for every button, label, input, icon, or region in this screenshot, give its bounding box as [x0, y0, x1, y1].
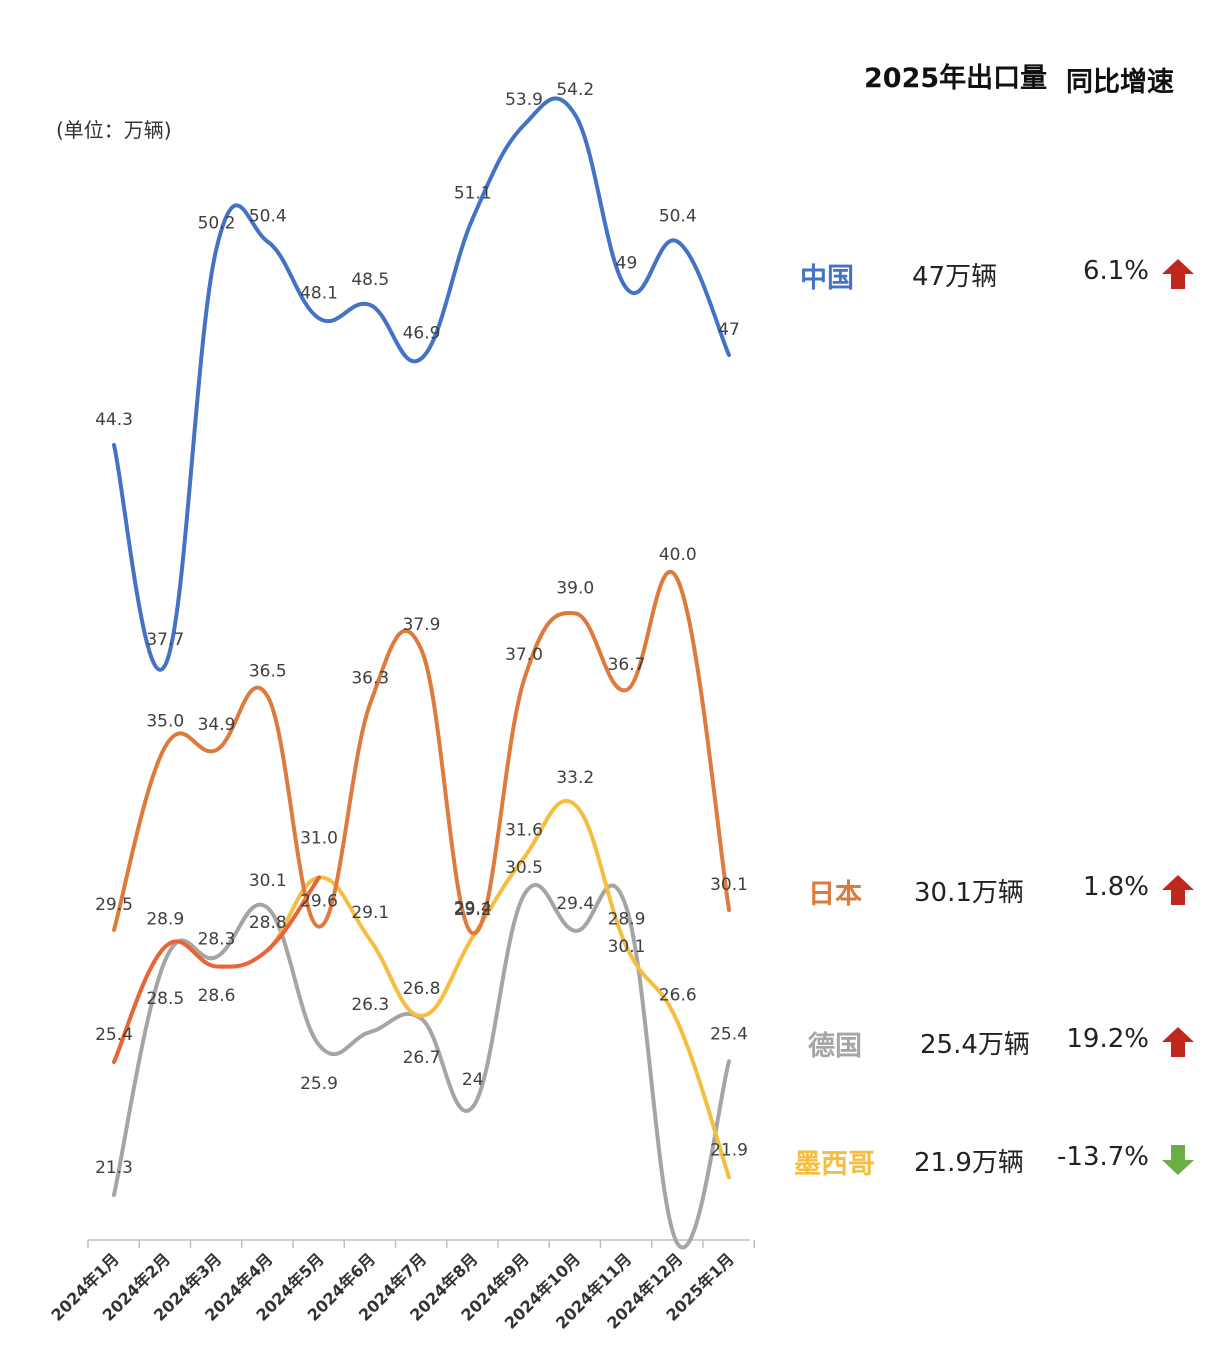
data-label: 28.5 [146, 989, 184, 1009]
data-label: 48.5 [351, 270, 389, 290]
data-label: 44.3 [95, 410, 133, 430]
data-label: 37.0 [505, 645, 543, 665]
data-label: 50.2 [198, 213, 236, 233]
data-label: 26.7 [403, 1048, 441, 1068]
data-label: 29.4 [454, 898, 492, 918]
series-line-japan [112, 569, 731, 936]
data-label: 35.0 [146, 712, 184, 732]
data-label: 30.1 [608, 937, 646, 957]
legend-row-mexico: 墨西哥 21.9万辆 -13.7% [794, 1142, 1195, 1182]
data-label: 40.0 [659, 545, 697, 565]
data-label: 29.6 [300, 892, 338, 912]
data-label: 34.9 [198, 715, 236, 735]
data-label: 26.6 [659, 985, 697, 1005]
legend-name: 德国 [808, 1031, 862, 1062]
data-label: 50.4 [659, 207, 697, 227]
data-label: 53.9 [505, 90, 543, 110]
series-lines [112, 96, 731, 1250]
data-label: 51.1 [454, 183, 492, 203]
data-label: 30.1 [710, 875, 748, 895]
data-label: 29.1 [351, 903, 389, 923]
data-label: 36.7 [608, 655, 646, 675]
legend-row-japan: 日本 30.1万辆 1.8% [808, 872, 1195, 912]
data-label: 46.9 [403, 323, 441, 343]
data-label: 28.6 [198, 986, 236, 1006]
line-chart: 2024年1月2024年2月2024年3月2024年4月2024年5月2024年… [47, 80, 755, 1333]
series-line-germany [112, 883, 731, 1250]
data-label: 21.3 [95, 1158, 133, 1178]
data-label: 26.8 [403, 979, 441, 999]
data-label: 31.6 [505, 821, 543, 841]
arrow-down-icon [1162, 1145, 1194, 1175]
legend-volume: 21.9万辆 [914, 1148, 1024, 1178]
data-label: 30.5 [505, 858, 543, 878]
data-label: 47 [718, 320, 740, 340]
arrow-up-icon [1162, 259, 1194, 289]
data-label: 30.1 [249, 871, 287, 891]
data-labels: 44.3 37.7 50.2 50.4 48.1 48.5 46.9 51.1 53.9 54.2… [95, 80, 748, 1178]
data-label: 25.4 [95, 1025, 133, 1045]
data-label: 24 [462, 1070, 484, 1090]
header-yoy: 同比增速 [1066, 67, 1174, 98]
legend-yoy: 19.2% [1066, 1024, 1149, 1054]
data-label: 39.0 [556, 578, 594, 598]
data-label: 26.3 [351, 995, 389, 1015]
data-label: 49 [616, 253, 638, 273]
data-label: 29.2 [454, 900, 492, 920]
data-label: 31.0 [300, 828, 338, 848]
data-label: 28.3 [198, 929, 236, 949]
legend-yoy: 1.8% [1082, 872, 1149, 902]
legend-row-germany: 德国 25.4万辆 19.2% [808, 1024, 1195, 1064]
data-label: 37.7 [146, 630, 184, 650]
arrow-up-icon [1162, 1027, 1194, 1057]
arrow-up-icon [1162, 875, 1194, 905]
data-label: 29.4 [556, 894, 594, 914]
data-label: 36.3 [351, 668, 389, 688]
data-label: 50.4 [249, 207, 287, 227]
series-line-china [112, 96, 731, 672]
data-label: 28.8 [249, 913, 287, 933]
legend-volume: 30.1万辆 [914, 878, 1024, 908]
legend-yoy: 6.1% [1082, 256, 1149, 286]
legend-name: 墨西哥 [794, 1149, 875, 1180]
legend-row-china: 中国 47万辆 6.1% [800, 256, 1195, 296]
data-label: 37.9 [403, 615, 441, 635]
data-label: 29.5 [95, 895, 133, 915]
legend-name: 日本 [808, 879, 862, 910]
data-label: 36.5 [249, 662, 287, 682]
legend-volume: 25.4万辆 [920, 1030, 1030, 1060]
legend-yoy: -13.7% [1057, 1142, 1149, 1172]
header-volume: 2025年出口量 [864, 63, 1048, 94]
data-label: 25.9 [300, 1074, 338, 1094]
data-label: 25.4 [710, 1024, 748, 1044]
legend-name: 中国 [800, 263, 854, 294]
data-label: 28.9 [608, 910, 646, 930]
data-label: 54.2 [556, 80, 594, 100]
series-line-mexico-highlight [112, 875, 321, 1064]
unit-label: (单位：万辆) [56, 118, 172, 142]
data-label: 48.1 [300, 283, 338, 303]
data-label: 21.9 [710, 1140, 748, 1160]
data-label: 33.2 [556, 768, 594, 788]
data-label: 28.9 [146, 910, 184, 930]
x-axis: 2024年1月2024年2月2024年3月2024年4月2024年5月2024年… [47, 1239, 755, 1333]
legend-volume: 47万辆 [912, 262, 998, 292]
